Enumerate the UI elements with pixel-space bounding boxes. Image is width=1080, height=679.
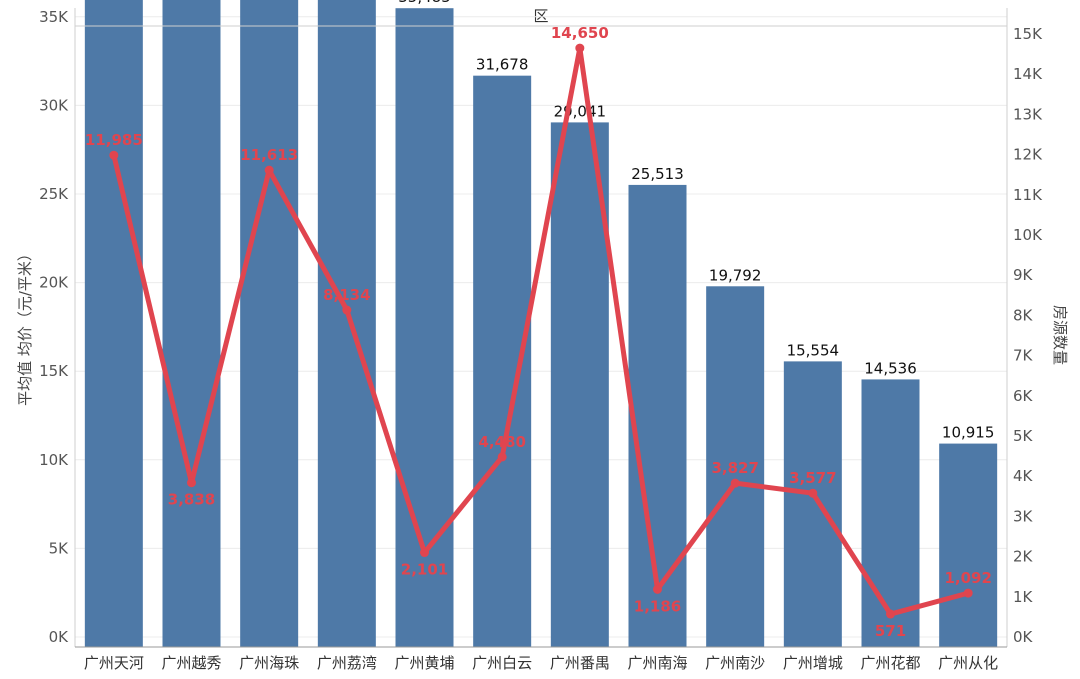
bar-value-label: 35,485 (398, 0, 451, 6)
bar (861, 379, 920, 647)
left-tick-label: 30K (39, 96, 69, 114)
line-point (109, 150, 119, 160)
bar-value-label: 25,513 (631, 165, 684, 183)
line-series (109, 43, 973, 619)
bar-value-label: 10,915 (942, 424, 995, 442)
line-point (808, 488, 818, 498)
bar-value-label: 19,792 (709, 266, 762, 284)
category-label: 广州番禺 (550, 654, 610, 672)
line-value-label: 8,134 (323, 286, 370, 304)
right-tick-label: 6K (1013, 387, 1034, 405)
line-value-label: 3,827 (711, 459, 758, 477)
series-line (111, 45, 971, 617)
left-tick-label: 0K (49, 628, 70, 646)
line-value-labels: 11,985 3,838 11,613 8,134 2,101 4,480 14,650 1,… (85, 24, 992, 640)
left-tick-label: 5K (49, 539, 70, 557)
right-tick-label: 3K (1013, 507, 1034, 525)
bar (162, 0, 221, 647)
right-tick-label: 12K (1013, 146, 1043, 164)
right-tick-label: 13K (1013, 105, 1043, 123)
bar (395, 8, 454, 647)
bar-value-labels: 64,29653,50445,10938,12835,48531,67829,0… (398, 0, 995, 442)
chart-title: 区 (533, 7, 548, 25)
line-value-label: 4,480 (478, 433, 525, 451)
right-tick-label: 14K (1013, 65, 1043, 83)
line-point (575, 43, 585, 53)
bar-value-label: 14,536 (864, 359, 917, 377)
line-value-label: 1,092 (944, 569, 991, 587)
left-tick-label: 35K (39, 8, 69, 26)
right-tick-label: 4K (1013, 467, 1034, 485)
right-tick-label: 7K (1013, 347, 1034, 365)
right-axis-label: 房源数量 (1051, 305, 1069, 365)
bar-value-label: 31,678 (476, 56, 529, 74)
line-point (730, 478, 740, 488)
line-point (420, 548, 429, 558)
category-label: 广州从化 (938, 654, 998, 672)
plot-frame (74, 8, 1008, 648)
line-point (963, 588, 973, 598)
left-tick-label: 10K (39, 451, 69, 469)
line-point (497, 452, 507, 462)
right-tick-label: 15K (1013, 25, 1043, 43)
bar (240, 0, 299, 647)
right-tick-label: 0K (1013, 628, 1034, 646)
bar (706, 286, 765, 647)
category-label: 广州南沙 (705, 654, 765, 672)
line-point (264, 165, 274, 175)
left-tick-label: 25K (39, 185, 69, 203)
category-label: 广州南海 (627, 654, 687, 672)
bar-value-label: 29,041 (554, 102, 607, 120)
right-tick-label: 1K (1013, 588, 1034, 606)
line-point (187, 478, 196, 488)
line-value-label: 1,186 (634, 597, 681, 615)
line-value-label: 571 (875, 622, 906, 640)
bar (783, 361, 842, 647)
right-axis-ticks: 0K 1K 2K 3K 4K 5K 6K 7K 8K 9K 10K 11K 12K 13K 14K 15K (1013, 25, 1043, 646)
line-value-label: 3,577 (789, 469, 836, 487)
line-value-label: 2,101 (401, 561, 448, 579)
left-tick-label: 15K (39, 362, 69, 380)
line-value-label: 14,650 (551, 24, 609, 42)
line-value-label: 11,985 (85, 131, 143, 149)
category-labels: 广州天河 广州越秀 广州海珠 广州荔湾 广州黄埔 广州白云 广州番禺 广州南海 广州南沙 广州增城… (84, 654, 998, 672)
bar (317, 0, 376, 648)
category-label: 广州黄埔 (394, 654, 454, 672)
category-label: 广州天河 (84, 654, 144, 672)
line-value-label: 3,838 (168, 491, 215, 509)
category-label: 广州荔湾 (317, 654, 377, 672)
right-tick-label: 5K (1013, 427, 1034, 445)
line-point (653, 584, 662, 594)
bar (84, 0, 143, 647)
left-tick-label: 20K (39, 274, 69, 292)
bars (84, 0, 998, 648)
category-label: 广州越秀 (161, 654, 221, 672)
category-label: 广州白云 (472, 654, 532, 672)
bar-value-label: 15,554 (787, 341, 840, 359)
bar (939, 443, 998, 647)
category-label: 广州花都 (860, 654, 920, 672)
right-tick-label: 10K (1013, 226, 1043, 244)
bar (550, 122, 609, 647)
gridlines (75, 16, 1007, 638)
line-point (886, 609, 895, 619)
category-label: 广州海珠 (239, 654, 299, 672)
right-tick-label: 2K (1013, 548, 1034, 566)
right-tick-label: 8K (1013, 306, 1034, 324)
line-value-label: 11,613 (240, 146, 298, 164)
right-tick-label: 11K (1013, 186, 1043, 204)
bar (628, 184, 687, 647)
left-axis-ticks: 0K5K10K15K20K25K30K35K40K45K50K55K60K65K (39, 8, 70, 646)
line-point (342, 305, 352, 315)
category-label: 广州增城 (783, 654, 843, 672)
left-axis-label: 平均值 均价（元/平米） (16, 246, 34, 406)
right-tick-label: 9K (1013, 266, 1034, 284)
